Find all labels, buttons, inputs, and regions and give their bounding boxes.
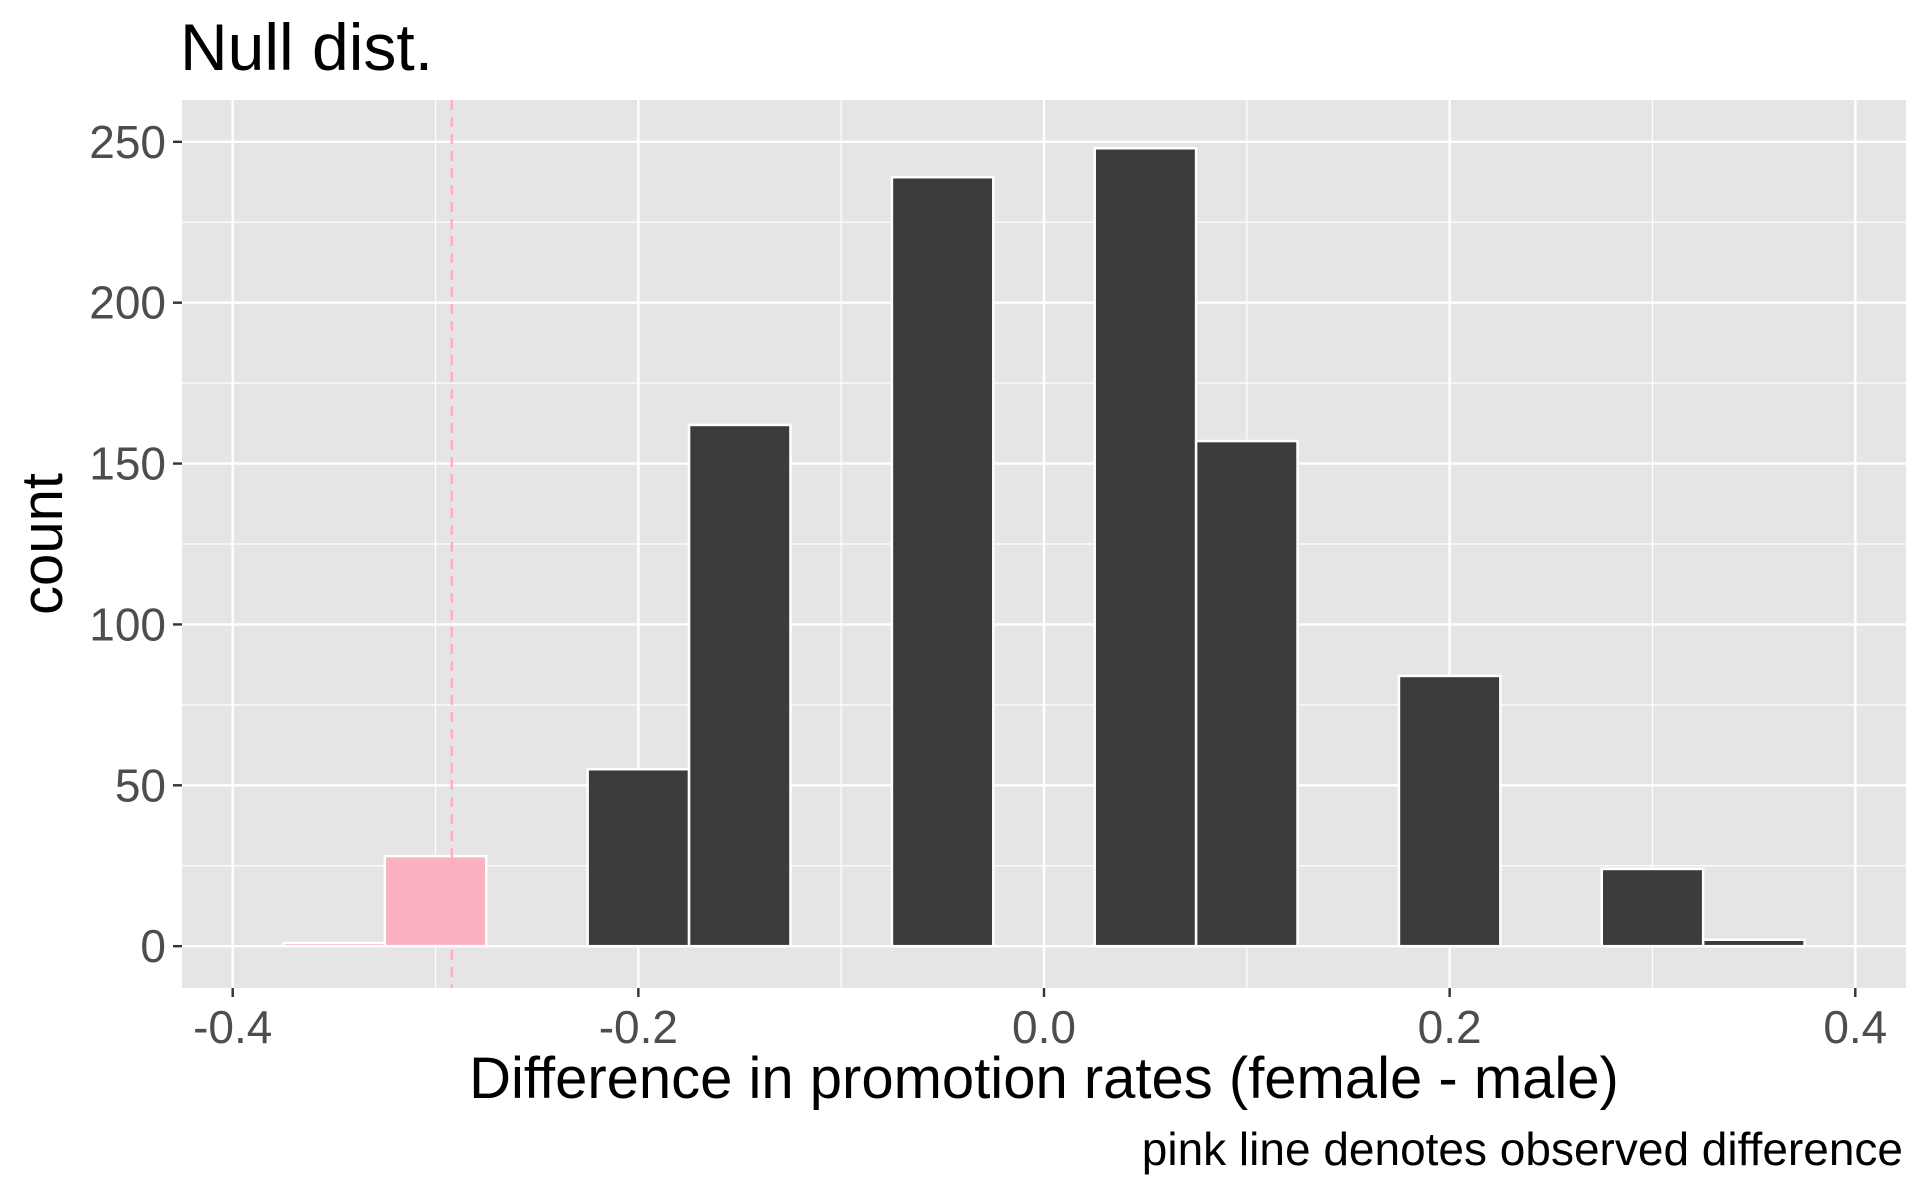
y-tick-label: 0 [140, 920, 166, 972]
histogram-bar [687, 423, 792, 948]
y-tick-label: 200 [89, 277, 166, 329]
histogram-bar [1093, 147, 1198, 948]
x-tick-label: 0.4 [1823, 1001, 1887, 1053]
histogram-bar [586, 767, 691, 948]
histogram-bar-shaded [282, 941, 387, 948]
histogram-bar [1194, 439, 1299, 948]
y-tick-label: 150 [89, 438, 166, 490]
histogram-bar-shaded [383, 854, 488, 948]
y-axis-label: count [10, 473, 75, 615]
x-tick-label: -0.2 [599, 1001, 678, 1053]
y-tick-label: 100 [89, 598, 166, 650]
x-axis-label: Difference in promotion rates (female - … [469, 1046, 1619, 1111]
histogram-bar [1701, 938, 1806, 948]
y-axis: 0 50 100 150 200 250 [89, 116, 182, 972]
histogram-bar [1397, 674, 1502, 948]
x-tick-label: 0.2 [1418, 1001, 1482, 1053]
chart-title: Null dist. [180, 10, 433, 84]
y-tick-label: 250 [89, 116, 166, 168]
x-tick-label: 0.0 [1012, 1001, 1076, 1053]
histogram-bar [1600, 867, 1705, 948]
y-tick-label: 50 [115, 759, 166, 811]
histogram-bar [890, 175, 995, 948]
x-axis: -0.4 -0.2 0.0 0.2 0.4 [193, 988, 1887, 1053]
histogram-bars [282, 147, 1806, 948]
x-tick-label: -0.4 [193, 1001, 272, 1053]
chart-caption: pink line denotes observed difference [1142, 1123, 1903, 1175]
